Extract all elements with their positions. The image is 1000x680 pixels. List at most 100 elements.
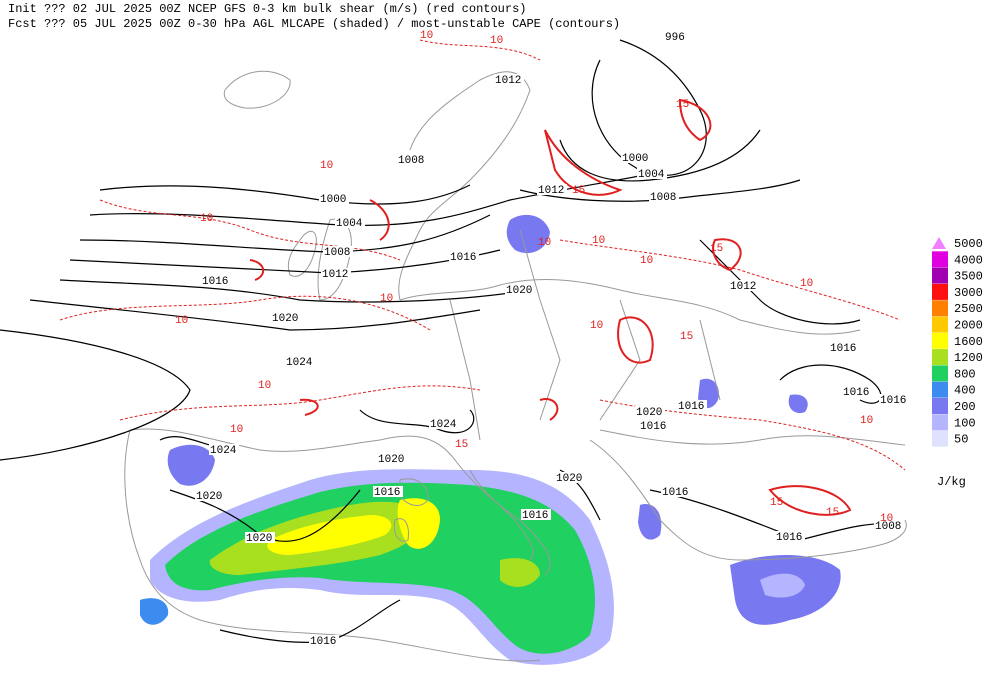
shear-label: 10 — [380, 293, 393, 305]
label-bg — [201, 275, 231, 286]
label-bg — [677, 400, 707, 411]
label-bg — [649, 191, 679, 202]
isobar-label: 1004 — [336, 218, 363, 230]
isobars — [0, 39, 901, 643]
legend: 5000 4000 3500 3000 2500 2000 1600 1200 800 400 20… — [932, 237, 983, 447]
label-bg — [874, 520, 904, 531]
label-bg — [321, 268, 351, 279]
isobar-label: 1020 — [196, 491, 222, 503]
isobar-label: 1016 — [776, 532, 802, 544]
isobar-label: 1012 — [495, 75, 521, 87]
isobar-label: 1016 — [880, 395, 906, 407]
legend-label: 200 — [954, 400, 976, 414]
label-bg — [729, 280, 759, 291]
shear-label: 15 — [680, 331, 693, 343]
isobar-label: 1016 — [374, 487, 400, 499]
legend-label: 400 — [954, 384, 976, 398]
isobar-label: 1020 — [378, 454, 404, 466]
label-bg — [637, 168, 667, 179]
label-bg — [639, 420, 669, 431]
label-bg — [664, 31, 687, 42]
shear-label: 10 — [592, 235, 605, 247]
legend-swatch — [932, 398, 948, 414]
header-line: Init ??? 02 JUL 2025 00Z NCEP GFS 0-3 km… — [8, 2, 526, 16]
header-line: Fcst ??? 05 JUL 2025 00Z 0-30 hPa AGL ML… — [8, 17, 620, 31]
legend-swatch — [932, 332, 948, 349]
shear-label: 10 — [800, 278, 813, 290]
legend-label: 100 — [954, 416, 976, 430]
shear-label: 15 — [770, 497, 783, 509]
isobar-label: 1016 — [450, 252, 476, 264]
shear-label: 10 — [230, 424, 243, 436]
shear-label: 10 — [175, 315, 188, 327]
cape-shading — [140, 214, 841, 665]
shear-label: 10 — [590, 320, 603, 332]
shear-label: 15 — [455, 439, 468, 451]
legend-swatch — [932, 300, 948, 317]
label-bg — [195, 490, 225, 501]
label-bg — [635, 406, 665, 417]
legend-swatch — [932, 365, 948, 382]
isobar-label: 1016 — [662, 487, 688, 499]
label-bg — [521, 509, 551, 520]
label-bg — [505, 284, 535, 295]
shear-label: 10 — [880, 513, 893, 525]
label-bg — [661, 486, 691, 497]
label-bg — [879, 394, 909, 405]
legend-label: 50 — [954, 433, 968, 447]
label-bg — [494, 74, 524, 85]
legend-label: 2000 — [954, 319, 983, 333]
label-bg — [285, 356, 315, 367]
label-bg — [377, 453, 407, 464]
legend-label: 2500 — [954, 302, 983, 316]
shear-contours — [59, 39, 906, 516]
isobar-label: 1000 — [622, 153, 648, 165]
legend-swatch — [932, 414, 948, 431]
legend-label: 1600 — [954, 335, 983, 349]
legend-swatch — [932, 251, 948, 268]
label-bg — [397, 154, 427, 165]
label-bg — [335, 217, 365, 228]
shear-label: 15 — [676, 99, 689, 111]
legend-swatch — [932, 381, 948, 398]
isobar-label: 1012 — [538, 185, 564, 197]
legend-label: 3500 — [954, 270, 983, 284]
label-bg — [373, 486, 403, 497]
isobar-label: 1008 — [398, 155, 424, 167]
isobar-label: 1016 — [830, 343, 856, 355]
shear-label: 10 — [860, 415, 873, 427]
isobar-label: 1008 — [324, 247, 350, 259]
label-bg — [323, 246, 353, 257]
isobar-label: 1008 — [650, 192, 676, 204]
shear-label: 15 — [826, 507, 839, 519]
isobar-label: 1020 — [246, 533, 272, 545]
label-bg — [775, 531, 805, 542]
legend-swatch — [932, 237, 946, 249]
legend-label: 5000 — [954, 237, 983, 251]
label-bg — [555, 472, 585, 483]
label-bg — [829, 342, 859, 353]
isobar-label: 1008 — [875, 521, 901, 533]
isobar-label: 1004 — [638, 169, 665, 181]
isobar-label: 1000 — [320, 194, 346, 206]
label-bg — [429, 418, 459, 429]
label-bg — [309, 635, 339, 646]
isobar-label: 1020 — [556, 473, 582, 485]
shear-label: 15 — [572, 185, 585, 197]
isobar-label: 1016 — [310, 636, 336, 648]
legend-swatch — [932, 316, 948, 333]
isobar-label: 1016 — [640, 421, 666, 433]
isobar-label: 1016 — [522, 510, 548, 522]
isobar-label: 1024 — [210, 445, 237, 457]
isobar-label: 1020 — [506, 285, 532, 297]
legend-swatch — [932, 349, 948, 366]
label-bg — [842, 386, 872, 397]
legend-swatch — [932, 283, 948, 300]
shear-label: 10 — [538, 237, 551, 249]
legend-label: 800 — [954, 367, 976, 381]
legend-label: 4000 — [954, 253, 983, 267]
label-bg — [537, 184, 567, 195]
isobar-label: 1016 — [843, 387, 869, 399]
legend-label: 3000 — [954, 286, 983, 300]
